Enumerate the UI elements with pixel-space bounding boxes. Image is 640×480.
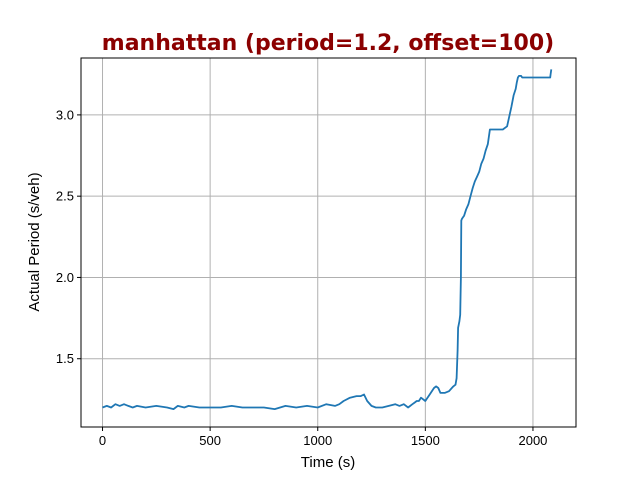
x-tick-label: 0: [99, 433, 106, 448]
series-line: [102, 69, 553, 411]
chart-title: manhattan (period=1.2, offset=100): [102, 31, 554, 56]
axis-ticks: 0 500 1000 1500 2000 1.5 2.0 2.5 3.0: [56, 107, 547, 448]
plot-frame: [80, 57, 577, 428]
x-tick-label: 1500: [411, 433, 440, 448]
grid-lines: [81, 58, 576, 427]
x-tick-label: 500: [199, 433, 221, 448]
y-tick-label: 1.5: [56, 351, 74, 366]
x-tick-label: 2000: [518, 433, 547, 448]
series-group: [102, 69, 553, 411]
y-axis-label: Actual Period (s/veh): [26, 172, 43, 311]
y-tick-label: 2.5: [56, 189, 74, 204]
x-tick-label: 1000: [303, 433, 332, 448]
y-tick-label: 3.0: [56, 107, 74, 122]
x-axis-label: Time (s): [301, 454, 355, 471]
y-tick-label: 2.0: [56, 270, 74, 285]
